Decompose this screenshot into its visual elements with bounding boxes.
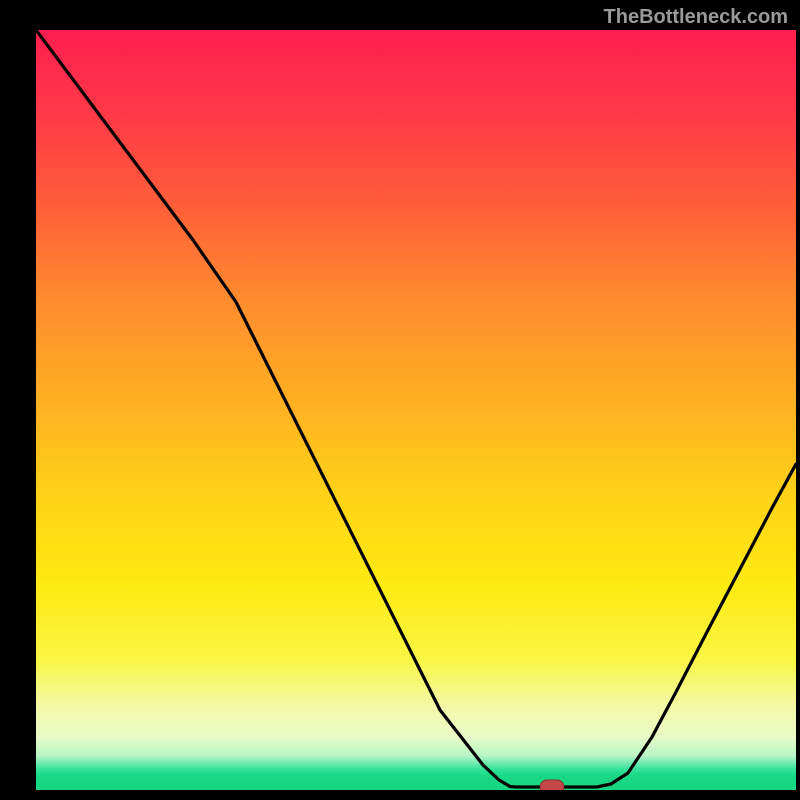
chart-root: TheBottleneck.com [0, 0, 800, 800]
plot-area [36, 30, 796, 790]
gradient-background [36, 30, 796, 790]
plot-svg [36, 30, 796, 790]
optimum-marker [540, 780, 564, 790]
watermark-text: TheBottleneck.com [604, 6, 788, 29]
